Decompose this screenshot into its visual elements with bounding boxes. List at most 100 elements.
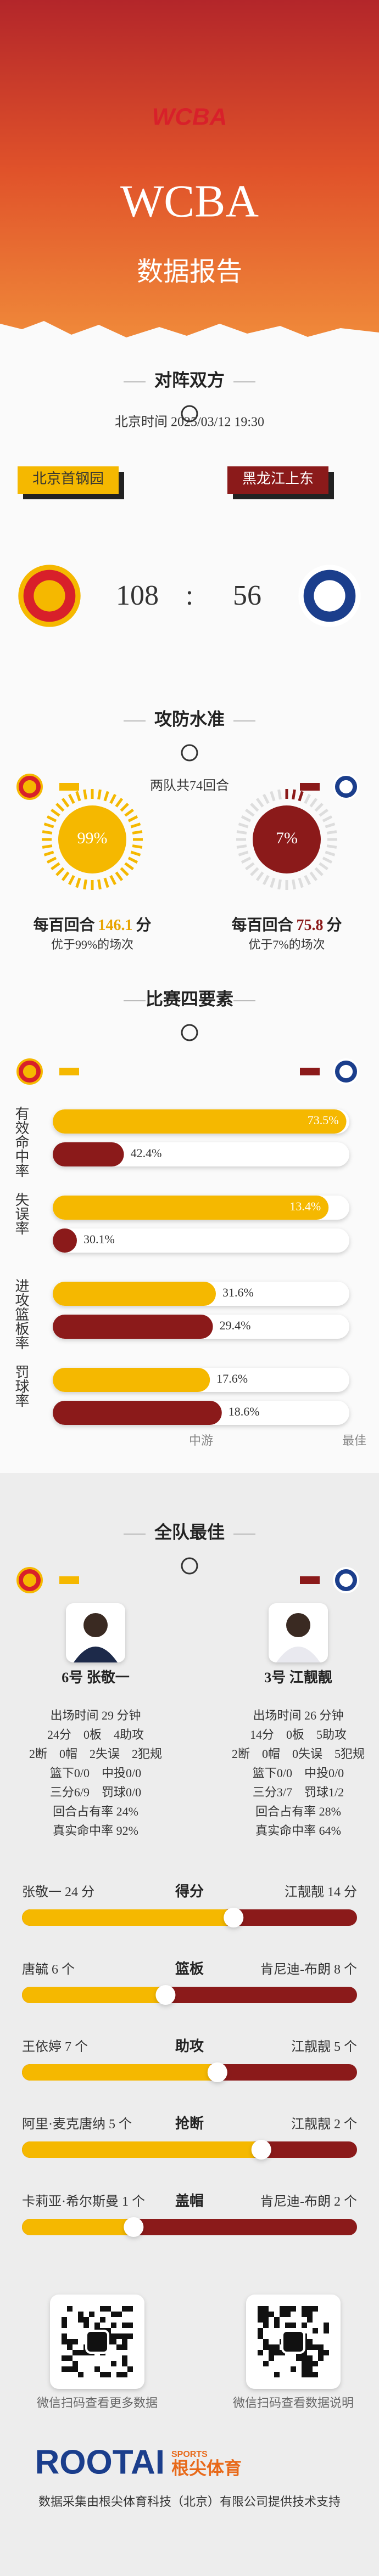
qr-cell: [291, 2323, 296, 2328]
qr-cell: [116, 2372, 122, 2377]
qr-cell: [263, 2323, 269, 2328]
qr-cell: [83, 2323, 89, 2328]
factor-value: 18.6%: [228, 1405, 260, 1418]
unit: 个: [119, 2117, 132, 2132]
qr-cell: [324, 2350, 329, 2355]
qr-cell: [89, 2312, 94, 2317]
gauge-tick: [42, 844, 53, 849]
gauge-tick: [326, 844, 337, 849]
gauge-tick: [322, 856, 333, 864]
player-stat: 回合占有率 24%: [53, 1805, 138, 1818]
qr-cell: [307, 2339, 313, 2344]
away-leader: 肯尼迪-布朗 8 个: [260, 1962, 357, 1977]
unit: 个: [344, 2194, 357, 2209]
player: 王依婷: [22, 2039, 62, 2054]
gauge-tick: [238, 850, 249, 856]
unit: 个: [75, 2039, 88, 2054]
player-name: 3号 江靓靓: [264, 1670, 332, 1686]
qr-cell: [313, 2372, 318, 2377]
factor-track: [53, 1142, 349, 1166]
gauge-tick: [68, 793, 75, 804]
qr-cell: [307, 2372, 313, 2377]
rating: 每百回合 75.8 分: [231, 916, 342, 934]
leader-stat: 抢断: [175, 2115, 204, 2132]
gauge-tick: [109, 793, 116, 804]
leader-knob: [155, 1985, 176, 2005]
player: 阿里·麦克唐纳: [22, 2117, 105, 2132]
qr-cell: [302, 2350, 307, 2355]
gauge-tick: [109, 875, 116, 886]
qr-caption: 微信扫码查看更多数据: [37, 2396, 158, 2410]
qr-cell: [291, 2366, 296, 2372]
rating-note: 优于7%的场次: [248, 938, 325, 951]
gauge-tick: [255, 871, 264, 881]
section-heading: 比赛四要素: [146, 989, 233, 1008]
gauge-label: 7%: [276, 829, 298, 847]
qr-cell: [83, 2350, 89, 2355]
leader-stat: 得分: [175, 1884, 204, 1899]
qr-cell: [263, 2344, 269, 2350]
factor-bar: [53, 1315, 213, 1339]
rating: 每百回合 146.1 分: [33, 916, 151, 934]
qr-cell: [269, 2312, 274, 2317]
player: 江靓靓: [291, 2039, 331, 2054]
legend-swatch: [300, 1068, 320, 1075]
qr-cell: [122, 2344, 127, 2350]
qr-cell: [62, 2355, 67, 2361]
gauge-tick: [298, 877, 304, 888]
legend-swatch: [59, 783, 79, 791]
value: 2: [334, 2117, 341, 2132]
qr-cell: [111, 2339, 116, 2344]
player: 江靓靓: [291, 2117, 331, 2132]
value: 5: [109, 2117, 115, 2132]
unit: 个: [62, 1962, 75, 1977]
qr-cell: [302, 2361, 307, 2366]
qr-cell: [307, 2361, 313, 2366]
subtitle: 数据报告: [137, 257, 242, 286]
axis-label: 中游: [189, 1434, 213, 1447]
rating-unit: 分: [136, 916, 152, 934]
leader-stat: 盖帽: [175, 2192, 204, 2209]
team-logo-inner: [339, 780, 353, 794]
qr-cell: [291, 2306, 296, 2312]
gauge-tick: [309, 798, 318, 808]
qr-cell: [274, 2350, 280, 2355]
gauge-tick: [83, 879, 87, 890]
home-leader: 卡莉亚·希尔斯曼 1 个: [22, 2194, 145, 2209]
gauge-tick: [314, 803, 324, 812]
player-stat: 篮下0/0 中投0/0: [253, 1766, 344, 1780]
section-heading: 全队最佳: [154, 1522, 225, 1542]
team-logo-inner: [339, 1064, 353, 1079]
gauge-tick: [263, 793, 270, 804]
factor-value: 29.4%: [220, 1318, 251, 1332]
away-leader: 肯尼迪-布朗 2 个: [260, 2194, 357, 2209]
legend-swatch: [59, 1576, 79, 1584]
player-stat: 三分6/9 罚球0/0: [50, 1785, 141, 1799]
gauge-tick: [245, 808, 255, 817]
factor-bar: [53, 1142, 124, 1166]
unit: 个: [132, 2194, 145, 2209]
gauge-tick: [322, 815, 333, 822]
away-leader: 江靓靓 14 分: [285, 1885, 357, 1899]
qr-cell: [116, 2333, 122, 2339]
qr-cell: [285, 2312, 291, 2317]
player-stat: 14分 0板 5助攻: [250, 1728, 347, 1741]
gauge-tick: [292, 789, 296, 800]
gauge-tick: [236, 844, 247, 849]
rating-value: 75.8: [297, 917, 324, 934]
axis-label: 最佳: [342, 1434, 366, 1447]
photo-head: [286, 1613, 310, 1637]
qr-cell: [258, 2306, 263, 2312]
qr-cell: [62, 2339, 67, 2344]
qr-cell: [280, 2312, 285, 2317]
player-stat: 真实命中率 64%: [255, 1824, 341, 1837]
factor-value: 73.5%: [308, 1113, 339, 1127]
gauge-tick: [250, 803, 259, 812]
team-logo-inner: [339, 1573, 353, 1587]
factor-bar: [53, 1282, 216, 1306]
qr-cell: [318, 2350, 324, 2355]
qr-cell: [94, 2323, 100, 2328]
player-stat: 2断 0帽 2失误 2犯规: [29, 1747, 162, 1761]
brand: ROOTAI: [35, 2443, 165, 2481]
